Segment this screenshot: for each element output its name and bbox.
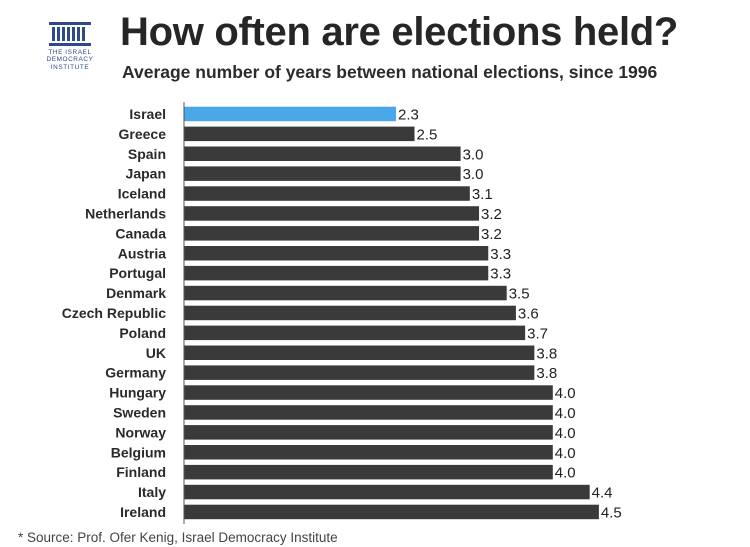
value-label: 4.5 — [601, 504, 622, 521]
category-label: Germany — [105, 365, 166, 381]
value-label: 4.0 — [555, 405, 576, 422]
value-label: 3.3 — [490, 266, 511, 283]
value-label: 2.3 — [398, 106, 419, 123]
value-label: 3.2 — [481, 206, 502, 223]
category-label: Ireland — [120, 504, 166, 520]
bar — [184, 206, 480, 221]
bar — [184, 385, 553, 400]
bar-chart: Israel 2.3 Greece 2.5 Spain 3.0 Japan 3.0 Icelan… — [62, 102, 622, 524]
category-label: Belgium — [111, 444, 166, 460]
value-label: 4.0 — [555, 385, 576, 402]
bar — [184, 305, 516, 321]
value-label: 4.0 — [555, 425, 576, 442]
category-label: Poland — [119, 325, 166, 341]
columns-icon — [49, 22, 91, 46]
bar — [184, 405, 553, 420]
bar — [184, 166, 461, 181]
value-label: 3.1 — [472, 186, 493, 203]
bar — [184, 265, 489, 281]
chart-title: How often are elections held? — [120, 10, 679, 54]
category-label: Greece — [119, 126, 167, 142]
bar — [184, 246, 489, 261]
value-label: 3.8 — [536, 345, 557, 362]
category-label: Canada — [115, 225, 166, 241]
bar — [184, 464, 553, 480]
category-label: Japan — [126, 166, 166, 182]
logo-text-line: INSTITUTE — [50, 63, 90, 71]
chart-subtitle: Average number of years between national… — [122, 62, 658, 82]
value-label: 3.0 — [463, 166, 484, 183]
category-label: Sweden — [113, 404, 166, 420]
category-label: Netherlands — [85, 205, 166, 221]
logo-text-line: THE ISRAEL — [48, 49, 92, 56]
category-label: Italy — [138, 484, 166, 500]
bar — [184, 285, 507, 301]
institute-logo: THE ISRAEL DEMOCRACY INSTITUTE — [40, 22, 100, 71]
category-label: Hungary — [109, 385, 166, 401]
category-label: UK — [146, 345, 166, 361]
bar — [184, 504, 599, 520]
value-label: 4.4 — [592, 485, 613, 502]
value-label: 3.7 — [527, 325, 548, 342]
highlighted-bar — [184, 106, 397, 122]
value-label: 4.0 — [555, 465, 576, 482]
logo-text-line: DEMOCRACY — [46, 56, 94, 64]
value-label: 3.6 — [518, 305, 539, 322]
bar — [184, 345, 535, 360]
value-label: 3.8 — [536, 365, 557, 382]
value-label: 3.5 — [509, 286, 530, 303]
category-label: Portugal — [109, 265, 166, 281]
bar — [184, 445, 553, 460]
category-label: Austria — [118, 245, 166, 261]
category-label: Iceland — [118, 186, 166, 202]
bar — [184, 365, 535, 380]
bar — [184, 425, 553, 440]
source-footnote: * Source: Prof. Ofer Kenig, Israel Democ… — [18, 530, 338, 545]
bar — [184, 484, 590, 500]
bar — [184, 186, 470, 201]
category-label: Norway — [115, 424, 166, 440]
category-label: Finland — [116, 464, 166, 480]
value-label: 4.0 — [555, 445, 576, 462]
value-label: 3.2 — [481, 226, 502, 243]
value-label: 3.0 — [463, 146, 484, 163]
bar — [184, 146, 461, 161]
category-label: Denmark — [106, 285, 166, 301]
value-label: 3.3 — [490, 246, 511, 263]
value-label: 2.5 — [417, 126, 438, 143]
bar — [184, 325, 526, 341]
category-label: Spain — [128, 146, 166, 162]
category-label: Czech Republic — [62, 305, 166, 321]
bar — [184, 126, 415, 142]
bar — [184, 226, 480, 241]
category-label: Israel — [129, 106, 166, 122]
